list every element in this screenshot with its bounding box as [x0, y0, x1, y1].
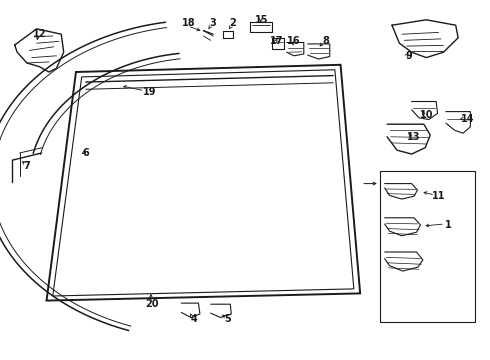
Text: 16: 16 [287, 36, 301, 46]
Text: 18: 18 [182, 18, 196, 28]
Text: 7: 7 [24, 161, 30, 171]
Text: 15: 15 [255, 15, 269, 25]
Text: 13: 13 [407, 132, 421, 142]
Text: 10: 10 [419, 110, 433, 120]
Text: 14: 14 [461, 114, 475, 124]
Text: 2: 2 [229, 18, 236, 28]
Text: 8: 8 [322, 36, 329, 46]
Text: 11: 11 [432, 191, 445, 201]
Text: 6: 6 [82, 148, 89, 158]
Text: 17: 17 [270, 36, 284, 46]
Text: 19: 19 [143, 87, 156, 97]
Text: 5: 5 [224, 314, 231, 324]
Text: 12: 12 [32, 29, 46, 39]
Text: 1: 1 [445, 220, 452, 230]
Text: 3: 3 [210, 18, 217, 28]
Text: 9: 9 [406, 51, 413, 61]
Text: 4: 4 [190, 314, 197, 324]
Text: 20: 20 [145, 299, 159, 309]
